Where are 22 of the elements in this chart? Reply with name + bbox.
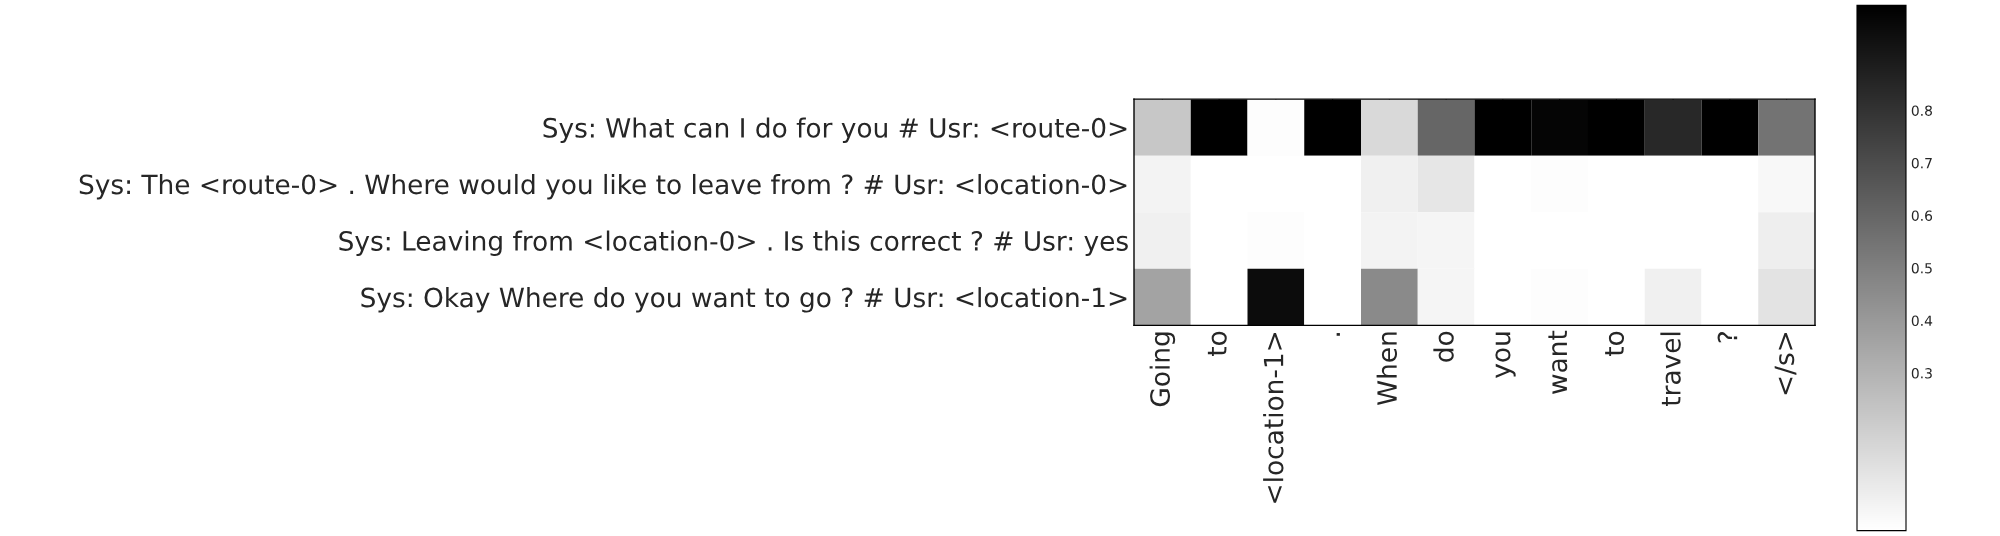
- y-tick-label: Sys: Okay Where do you want to go ? # Usr: <location-1>: [361, 287, 1127, 313]
- x-tick-label: <location-1>: [1263, 333, 1284, 503]
- x-tick-label: travel: [1660, 332, 1681, 407]
- color-bar-label: 0.3: [1911, 368, 1932, 379]
- y-tick-label: Sys: The <route-0> . Where would you like to leave from ? # Usr: <location-0>: [79, 173, 1127, 200]
- x-tick-label: to: [1605, 331, 1625, 356]
- x-tick-label: Going: [1149, 332, 1176, 407]
- x-tick-label: want: [1548, 330, 1568, 394]
- color-bar-label: 0.7: [1911, 157, 1932, 169]
- color-bar-label: 0.6: [1911, 210, 1933, 221]
- x-tick-label: to: [1207, 331, 1227, 356]
- x-tick-label: you: [1495, 332, 1516, 378]
- color-bar-label: 0.5: [1911, 262, 1932, 274]
- y-tick-label: Sys: What can I do for you # Usr: <route-0>: [543, 117, 1127, 143]
- x-tick-label: When: [1376, 332, 1398, 406]
- x-tick-label: </s>: [1774, 333, 1797, 395]
- x-tick-label: do: [1433, 331, 1454, 362]
- x-tick-label: ?: [1717, 332, 1738, 343]
- color-bar-label: 0.4: [1911, 315, 1933, 326]
- x-tick-label: .: [1336, 333, 1340, 336]
- color-bar-label: 0.8: [1911, 105, 1932, 116]
- y-tick-label: Sys: Leaving from <location-0> . Is this correct ? # Usr: yes: [339, 230, 1128, 257]
